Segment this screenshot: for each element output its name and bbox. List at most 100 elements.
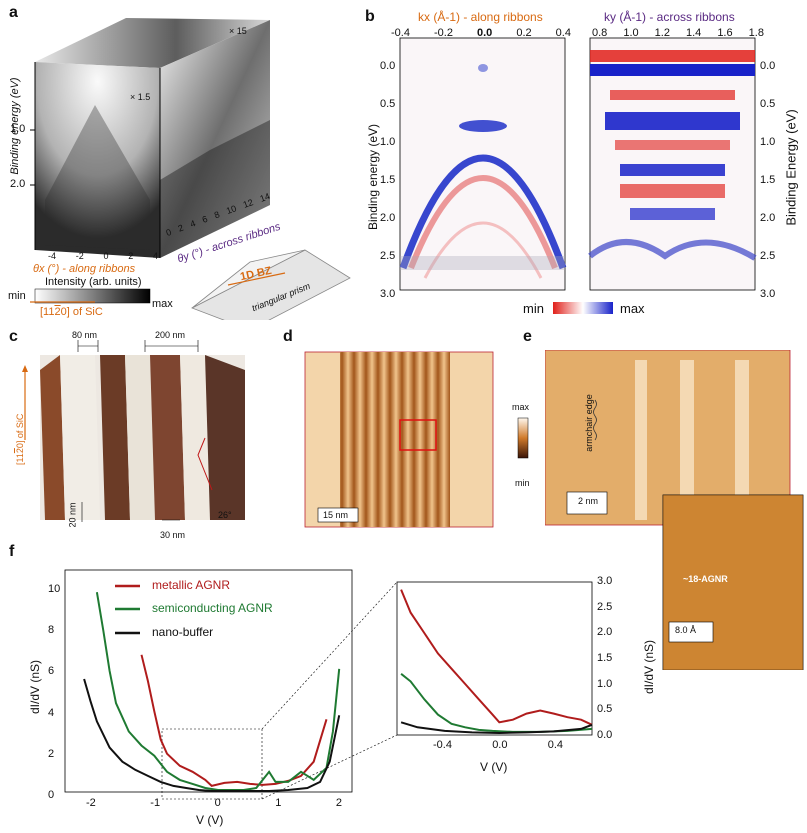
panel-a-direction: [1120] of SiC (40, 306, 103, 318)
panel-label-f: f (9, 543, 15, 560)
panel-b-ylabel-left: Binding energy (eV) (366, 123, 380, 231)
panel-label-d: d (283, 328, 293, 345)
ytick: 0.5 (380, 98, 396, 110)
xtick: -1 (150, 797, 161, 809)
ytick: 6 (48, 665, 55, 678)
panel-b-max: max (620, 301, 645, 316)
xtick: 2 (176, 222, 185, 234)
panel-d-stm-image (304, 351, 529, 528)
xtick: 6 (200, 213, 209, 225)
panel-b-ylabel-right: Binding Energy (eV) (783, 109, 799, 226)
ytick: 0.5 (760, 98, 776, 110)
legend-semiconducting: semiconducting AGNR (152, 601, 273, 615)
panel-b-yticks-left: 0.0 0.5 1.0 1.5 2.0 2.5 3.0 (380, 60, 395, 300)
inset-ylabel: dI/dV (nS) (642, 639, 656, 695)
panel-label-a: a (9, 4, 18, 21)
ytick: 1.5 (597, 651, 613, 664)
cube-top-face (35, 18, 270, 68)
panel-b-xticks-right: 0.8 1.0 1.2 1.4 1.6 1.8 (592, 27, 764, 39)
panel-b-title-left: kx (Å-1) - along ribbons (418, 10, 543, 24)
xtick: -2 (75, 251, 84, 261)
xtick: 2 (335, 797, 342, 809)
direction-prefix: [11 (15, 453, 25, 465)
xtick: 1.8 (748, 27, 764, 39)
main-plot-frame (64, 569, 353, 793)
xtick: 0 (214, 797, 221, 809)
xtick: -4 (48, 251, 57, 261)
ytick: 1.0 (380, 136, 396, 148)
series-line-3 (83, 678, 341, 792)
ytick: 1.5 (380, 174, 396, 186)
panel-a-xlabel-along: θx (°) - along ribbons (33, 263, 136, 275)
series-line-1 (400, 589, 593, 726)
xtick: 1.0 (623, 27, 639, 39)
ytick: 1.0 (597, 677, 613, 690)
intensity-colorbar (34, 288, 151, 304)
inset-xticks: -0.4 0.0 0.4 (433, 739, 563, 751)
xtick: 0.2 (516, 27, 532, 39)
direction-prefix: [11 (40, 306, 55, 318)
xtick: 2 (128, 251, 134, 261)
panel-a-multiplier-1: × 1.5 (130, 92, 151, 102)
panel-a-ytick-1: 1.0 (10, 123, 26, 135)
legend-nanobuffer: nano-buffer (152, 625, 214, 639)
ytick: 10 (48, 583, 61, 595)
series-line-3 (400, 721, 593, 735)
panel-label-e: e (523, 328, 532, 345)
panel-a-ytick-2: 2.0 (10, 178, 26, 190)
series-line-2 (95, 592, 341, 791)
panel-b-xticks-left: -0.4 -0.2 0.0 0.2 0.4 (391, 27, 571, 39)
ytick: 3.0 (597, 575, 613, 587)
xtick: 4 (152, 251, 158, 261)
panel-c-angle: 26° (218, 510, 232, 520)
panel-e-scale: 2 nm (578, 496, 599, 506)
xtick: 0 (103, 251, 109, 261)
ytick: 0.0 (597, 728, 613, 741)
panel-label-b: b (365, 8, 375, 25)
xtick: 1.2 (654, 27, 670, 39)
ytick: 8 (48, 624, 55, 637)
panel-e-inset-scale: 8.0 Å (675, 625, 697, 635)
xtick: 0.0 (477, 27, 493, 39)
ytick: 2.5 (380, 250, 396, 262)
panel-b-title-right: ky (Å-1) - across ribbons (604, 10, 735, 24)
inset-plot-frame (396, 581, 593, 736)
panel-c-scale-200nm: 200 nm (155, 330, 186, 340)
panel-f-ylabel: dI/dV (nS) (28, 659, 42, 715)
panel-c-scale-20nm: 20 nm (67, 502, 78, 528)
xtick: 1.6 (717, 27, 733, 39)
ytick: 2.0 (760, 212, 776, 224)
panel-f-sts-plots (64, 569, 593, 800)
panel-c-scale-80nm: 80 nm (72, 330, 98, 340)
xtick: 1.4 (685, 27, 702, 39)
panel-e-inset-label: ~18-AGNR (683, 574, 728, 584)
map-along (399, 37, 566, 291)
direction-mid: 2 (54, 306, 61, 318)
ytick: 4 (48, 706, 55, 719)
direction-suffix: 0] of SiC (60, 306, 103, 318)
ytick: 0 (48, 788, 55, 801)
xtick: 0.8 (592, 27, 608, 39)
panel-a-intensity-label: Intensity (arb. units) (45, 276, 142, 288)
cube-right-face (160, 20, 270, 258)
panel-f-xticks: -2 -1 0 1 2 (86, 797, 342, 809)
inset-yticks: 0.0 0.5 1.0 1.5 2.0 2.5 3.0 (597, 575, 612, 741)
panel-e-stm-images (545, 350, 804, 670)
ytick: 2.0 (597, 626, 613, 639)
series-line-2 (400, 673, 593, 733)
ytick: 2.5 (597, 600, 613, 613)
ytick: 3.0 (760, 288, 776, 300)
xtick: 8 (212, 209, 221, 221)
ytick: 3.0 (380, 288, 396, 300)
panel-b-arpes-maps (399, 37, 757, 314)
xtick: 0.0 (492, 739, 508, 751)
panel-c-3d-topography (22, 340, 245, 522)
panel-a-multiplier-2: × 15 (229, 26, 247, 36)
ytick: 2 (48, 747, 55, 760)
xtick: -0.2 (434, 27, 453, 39)
direction-mid: 2 (15, 448, 25, 454)
panel-f-yticks: 0 2 4 6 8 10 (48, 583, 60, 801)
panel-c-scale-30nm: 30 nm (160, 530, 186, 540)
xtick: 0.4 (555, 27, 571, 39)
inset-xlabel: V (V) (480, 760, 508, 774)
